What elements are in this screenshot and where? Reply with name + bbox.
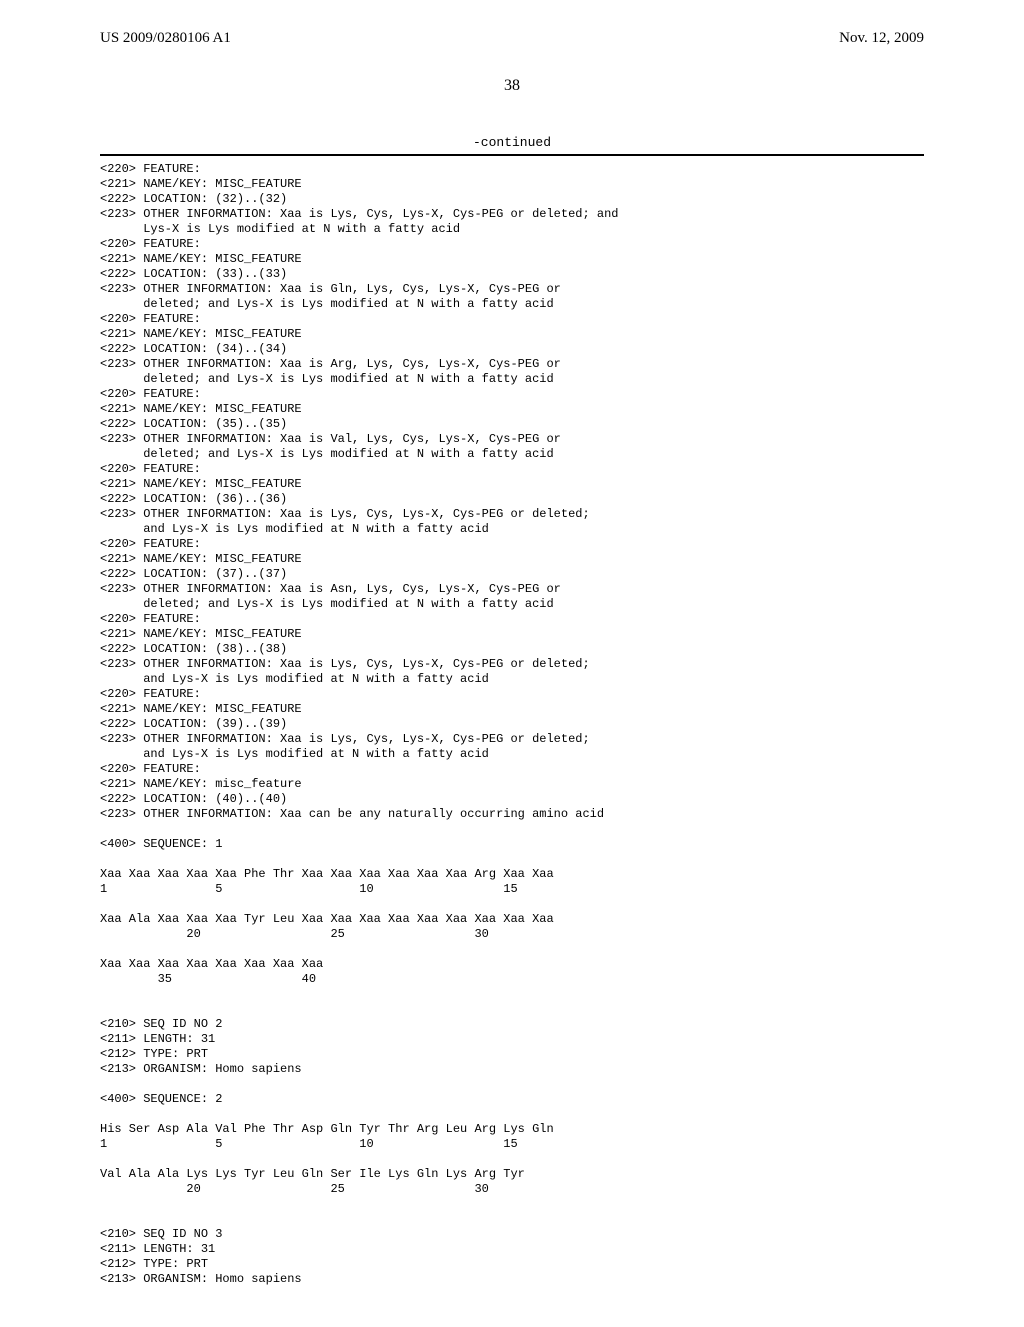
header-row: US 2009/0280106 A1 Nov. 12, 2009 [100, 30, 924, 47]
page: US 2009/0280106 A1 Nov. 12, 2009 38 -con… [0, 0, 1024, 1327]
patent-date: Nov. 12, 2009 [839, 30, 924, 47]
page-number: 38 [100, 77, 924, 95]
horizontal-rule [100, 154, 924, 156]
sequence-listing: <220> FEATURE: <221> NAME/KEY: MISC_FEAT… [100, 162, 924, 1287]
continued-label: -continued [100, 135, 924, 150]
patent-number: US 2009/0280106 A1 [100, 30, 231, 47]
